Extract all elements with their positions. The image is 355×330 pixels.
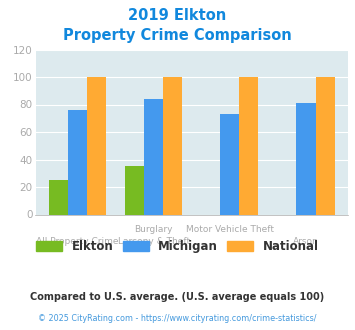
- Text: Larceny & Theft: Larceny & Theft: [118, 237, 190, 246]
- Text: All Property Crime: All Property Crime: [36, 237, 119, 246]
- Bar: [296, 103, 316, 214]
- Bar: [87, 77, 106, 214]
- Bar: [316, 77, 334, 214]
- Text: Compared to U.S. average. (U.S. average equals 100): Compared to U.S. average. (U.S. average …: [31, 292, 324, 302]
- Text: Burglary: Burglary: [134, 225, 173, 235]
- Bar: [239, 77, 258, 214]
- Text: 2019 Elkton: 2019 Elkton: [129, 8, 226, 23]
- Text: Motor Vehicle Theft: Motor Vehicle Theft: [186, 225, 274, 235]
- Bar: [49, 180, 68, 214]
- Bar: [220, 114, 239, 214]
- Text: Property Crime Comparison: Property Crime Comparison: [63, 28, 292, 43]
- Text: © 2025 CityRating.com - https://www.cityrating.com/crime-statistics/: © 2025 CityRating.com - https://www.city…: [38, 314, 317, 323]
- Bar: [144, 99, 163, 214]
- Text: Arson: Arson: [293, 237, 319, 246]
- Bar: [163, 77, 182, 214]
- Bar: [125, 166, 144, 214]
- Legend: Elkton, Michigan, National: Elkton, Michigan, National: [33, 237, 322, 257]
- Bar: [68, 110, 87, 214]
